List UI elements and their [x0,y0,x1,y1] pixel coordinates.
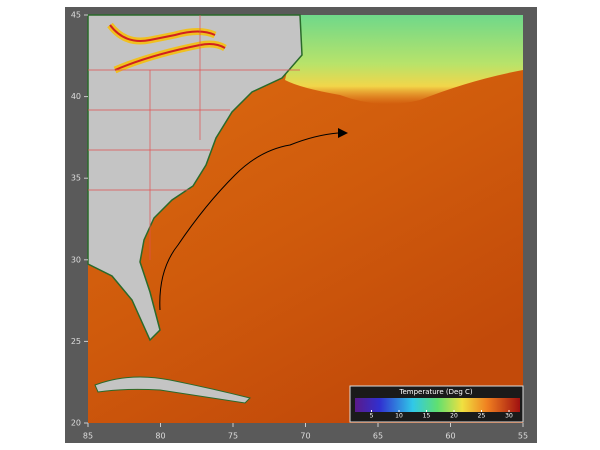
colorbar-tick-label: 15 [423,413,431,420]
x-tick-label: 75 [228,432,238,441]
colorbar-tick-label: 5 [370,413,374,420]
colorbar-tick-label: 30 [505,413,513,420]
state-borders [88,15,300,260]
colorbar-title: Temperature (Deg C) [398,388,473,396]
cold-water [285,15,523,104]
cuba [94,376,251,404]
y-tick-label: 35 [71,174,81,183]
map-area [87,14,523,423]
y-tick-label: 20 [71,419,81,428]
gulf-stream-path [159,132,339,311]
land [87,14,303,342]
y-tick-label: 30 [71,255,81,264]
colorbar-tick-label: 20 [450,413,458,420]
arrow-head [338,128,348,138]
colorbar-gradient [355,398,520,412]
colorbar: Temperature (Deg C) [349,385,524,423]
x-tick-label: 55 [518,432,528,441]
y-tick-label: 45 [71,11,81,20]
colorbar-tick-label: 25 [478,413,486,420]
colorbar-tick-label: 10 [395,413,403,420]
x-tick-label: 65 [373,432,383,441]
y-tick-label: 40 [71,92,81,101]
x-tick-label: 70 [300,432,310,441]
y-tick-label: 25 [71,337,81,346]
x-tick-label: 85 [83,432,93,441]
x-tick-label: 60 [445,432,455,441]
x-tick-label: 80 [155,432,165,441]
